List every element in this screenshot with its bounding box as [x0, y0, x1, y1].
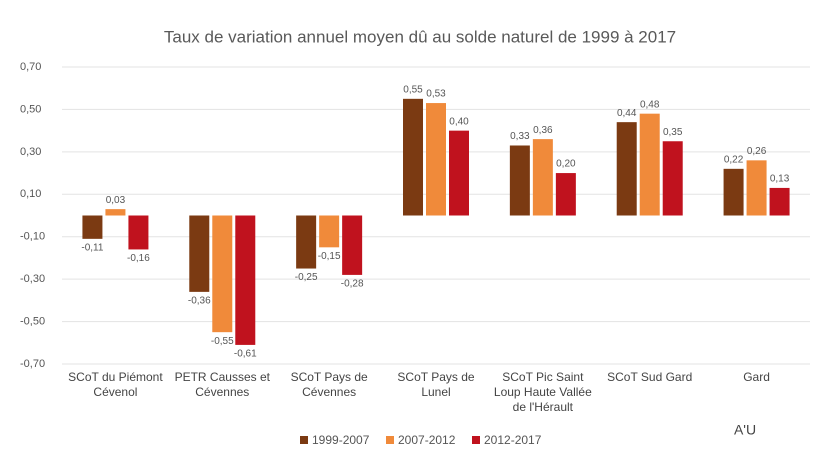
legend-label: 2012-2017 — [484, 433, 542, 447]
bar — [746, 160, 767, 216]
bar — [319, 215, 340, 248]
bar — [723, 168, 744, 216]
bar — [403, 98, 423, 216]
logo: A'U — [734, 422, 756, 438]
y-tick-label: 0,70 — [20, 61, 41, 73]
value-label: -0,25 — [295, 272, 318, 283]
x-tick-label: SCoT du Piémont Cévenol — [68, 370, 163, 399]
legend-swatch — [386, 436, 394, 444]
bar — [235, 215, 256, 345]
y-tick-label: -0,50 — [20, 315, 45, 327]
chart-title: Taux de variation annuel moyen dû au sol… — [164, 27, 676, 46]
x-tick-label: SCoT Pays de Cévennes — [290, 370, 368, 399]
value-label: 0,40 — [449, 116, 469, 127]
bar — [532, 139, 553, 216]
value-label: 0,26 — [747, 146, 767, 157]
value-label: 0,53 — [426, 89, 446, 100]
value-label: -0,15 — [318, 251, 341, 262]
value-label: -0,61 — [234, 349, 257, 360]
bar — [212, 215, 233, 333]
legend-label: 2007-2012 — [398, 433, 456, 447]
legend-swatch — [300, 436, 308, 444]
value-label: -0,11 — [81, 242, 103, 253]
bar — [342, 215, 363, 275]
bar — [189, 215, 210, 292]
y-tick-label: 0,10 — [20, 188, 41, 200]
bar — [509, 145, 530, 216]
value-label: 0,48 — [640, 99, 660, 110]
value-label: 0,36 — [533, 125, 553, 136]
value-label: 0,33 — [510, 131, 530, 142]
bar — [82, 215, 103, 239]
y-tick-label: -0,10 — [20, 231, 45, 243]
bar — [449, 130, 469, 216]
y-tick-label: 0,50 — [20, 103, 41, 115]
legend-swatch — [472, 436, 480, 444]
value-label: 0,35 — [663, 127, 683, 138]
value-label: -0,55 — [211, 336, 234, 347]
x-tick-label: SCoT Pays de Lunel — [397, 370, 475, 399]
bar — [639, 113, 660, 216]
value-label: 0,20 — [556, 159, 576, 170]
x-tick-label: SCoT Pic Saint Loup Haute Vallée de l'Hé… — [493, 370, 592, 414]
value-label: -0,16 — [127, 253, 150, 264]
x-tick-label: Gard — [743, 370, 770, 384]
bar — [662, 141, 683, 216]
bar — [128, 215, 149, 250]
value-label: 0,13 — [770, 174, 790, 185]
value-label: 0,44 — [617, 108, 637, 119]
bar — [105, 209, 126, 216]
legend-label: 1999-2007 — [312, 433, 370, 447]
x-tick-label: PETR Causses et Cévennes — [174, 370, 270, 399]
bar — [769, 187, 790, 216]
value-label: 0,22 — [724, 154, 744, 165]
bar — [426, 103, 446, 216]
bar — [616, 122, 637, 216]
value-label: 0,55 — [403, 84, 423, 95]
value-label: -0,36 — [188, 296, 211, 307]
y-tick-label: -0,70 — [20, 358, 45, 370]
y-tick-label: -0,30 — [20, 273, 45, 285]
value-label: -0,28 — [341, 279, 364, 290]
bar — [555, 173, 576, 216]
x-tick-label: SCoT Sud Gard — [607, 370, 693, 384]
y-tick-label: 0,30 — [20, 146, 41, 158]
bar — [296, 215, 317, 269]
value-label: 0,03 — [106, 195, 126, 206]
